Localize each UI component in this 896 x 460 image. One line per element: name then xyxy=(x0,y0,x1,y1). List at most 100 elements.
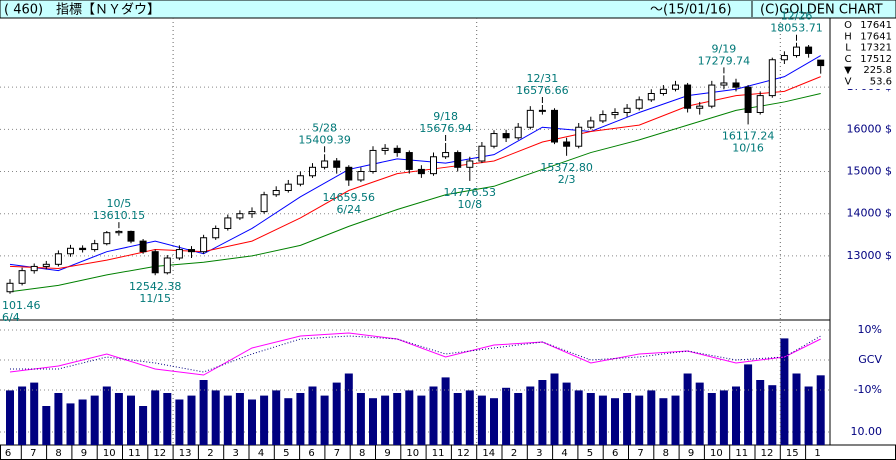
month-label: 8 xyxy=(359,448,365,459)
month-label: 11 xyxy=(735,448,748,459)
volume-bar xyxy=(780,338,789,445)
candle-body xyxy=(30,265,38,272)
volume-bar xyxy=(441,377,450,445)
candle-body xyxy=(381,147,389,151)
month-label: 5 xyxy=(283,448,289,459)
candle-body xyxy=(369,149,377,173)
month-label: 5 xyxy=(587,448,593,459)
candle-body xyxy=(115,230,123,234)
candle-body xyxy=(200,237,208,253)
candle-body xyxy=(756,95,764,113)
y-tick-label: 10% xyxy=(858,323,882,336)
annotation-date: 2/3 xyxy=(558,173,576,186)
candle-body xyxy=(817,59,825,67)
volume-bar xyxy=(429,386,438,445)
volume-bar xyxy=(151,390,160,445)
volume-bar xyxy=(792,373,801,445)
candle-body xyxy=(793,46,800,57)
month-label: 12 xyxy=(761,448,774,459)
annotation-price: 15676.94 xyxy=(419,122,472,135)
annotation-date: 9/18 xyxy=(433,110,458,123)
volume-bar xyxy=(647,390,656,445)
volume-bar xyxy=(393,393,402,445)
month-label: 2 xyxy=(207,448,213,459)
annotation-date: 10/5 xyxy=(107,197,132,210)
volume-bar xyxy=(611,398,619,445)
volume-bar xyxy=(199,380,208,445)
annotation-price: 16117.24 xyxy=(722,129,775,142)
volume-bar xyxy=(296,393,305,445)
month-label: 10 xyxy=(103,448,116,459)
volume-bar xyxy=(187,395,196,445)
month-label: 8 xyxy=(55,448,61,459)
volume-bar xyxy=(272,390,281,445)
header-copyright: (C)GOLDEN CHART xyxy=(760,3,883,18)
annotation-price: 12542.38 xyxy=(129,280,182,293)
volume-bar xyxy=(30,382,39,445)
candle-body xyxy=(587,120,595,128)
candle-body xyxy=(478,145,486,162)
month-label: 9 xyxy=(688,448,694,459)
y-tick-label: -10% xyxy=(854,383,882,396)
legend-key: ▼ xyxy=(844,65,852,76)
volume-bar xyxy=(465,390,474,445)
volume-bar xyxy=(502,387,511,445)
candle-body xyxy=(151,251,159,274)
candle-body xyxy=(442,152,450,158)
volume-bar xyxy=(659,398,668,445)
candle-body xyxy=(417,168,425,175)
volume-bar xyxy=(490,398,498,445)
volume-bar xyxy=(344,373,353,445)
month-label: 6 xyxy=(5,448,11,459)
volume-bar xyxy=(308,386,317,445)
legend-value: 17641 xyxy=(860,20,892,31)
candle-body xyxy=(248,211,256,215)
month-label: 6 xyxy=(308,448,314,459)
candle-body xyxy=(502,133,510,139)
candle-body xyxy=(526,109,534,128)
volume-bar xyxy=(732,386,740,445)
header-code: ( 460) xyxy=(4,3,43,18)
volume-bar xyxy=(707,393,716,445)
volume-bar xyxy=(127,395,135,445)
candle-body xyxy=(357,171,365,181)
month-label: 8 xyxy=(663,448,669,459)
moving-average xyxy=(9,93,821,293)
volume-bar xyxy=(90,395,99,445)
month-label: 12 xyxy=(153,448,166,459)
candle-body xyxy=(430,156,437,175)
candle-body xyxy=(333,160,341,168)
candle-body xyxy=(659,88,667,94)
candle-body xyxy=(768,59,776,97)
volume-bar xyxy=(260,395,269,445)
volume-bar xyxy=(562,382,571,445)
volume-bar xyxy=(683,373,692,445)
legend-value: 17512 xyxy=(860,54,892,65)
candle-body xyxy=(188,249,195,253)
candle-body xyxy=(405,152,413,170)
volume-bar xyxy=(332,382,341,445)
candle-body xyxy=(175,249,183,259)
candle-body xyxy=(54,253,62,265)
candle-body xyxy=(309,166,316,177)
annotation-price: 16576.66 xyxy=(516,84,569,97)
candle-body xyxy=(672,84,679,90)
month-label: 11 xyxy=(128,448,141,459)
volume-bar xyxy=(623,393,632,445)
volume-bar xyxy=(768,385,777,445)
volume-bar xyxy=(586,393,595,445)
y-tick-label: 16000 $ xyxy=(847,122,893,135)
volume-bar xyxy=(78,399,87,445)
candle-body xyxy=(91,243,99,251)
month-label: 9 xyxy=(81,448,87,459)
annotation-date: 10/8 xyxy=(457,198,482,211)
annotation-price: 15372.80 xyxy=(540,161,593,174)
candle-body xyxy=(454,152,462,168)
annotation-price: 101.46 xyxy=(2,299,41,312)
volume-bar xyxy=(54,393,63,445)
month-label: 6 xyxy=(612,448,618,459)
y-tick-label: 15000 $ xyxy=(847,165,893,178)
moving-average xyxy=(9,55,821,272)
volume-bar xyxy=(417,395,426,445)
